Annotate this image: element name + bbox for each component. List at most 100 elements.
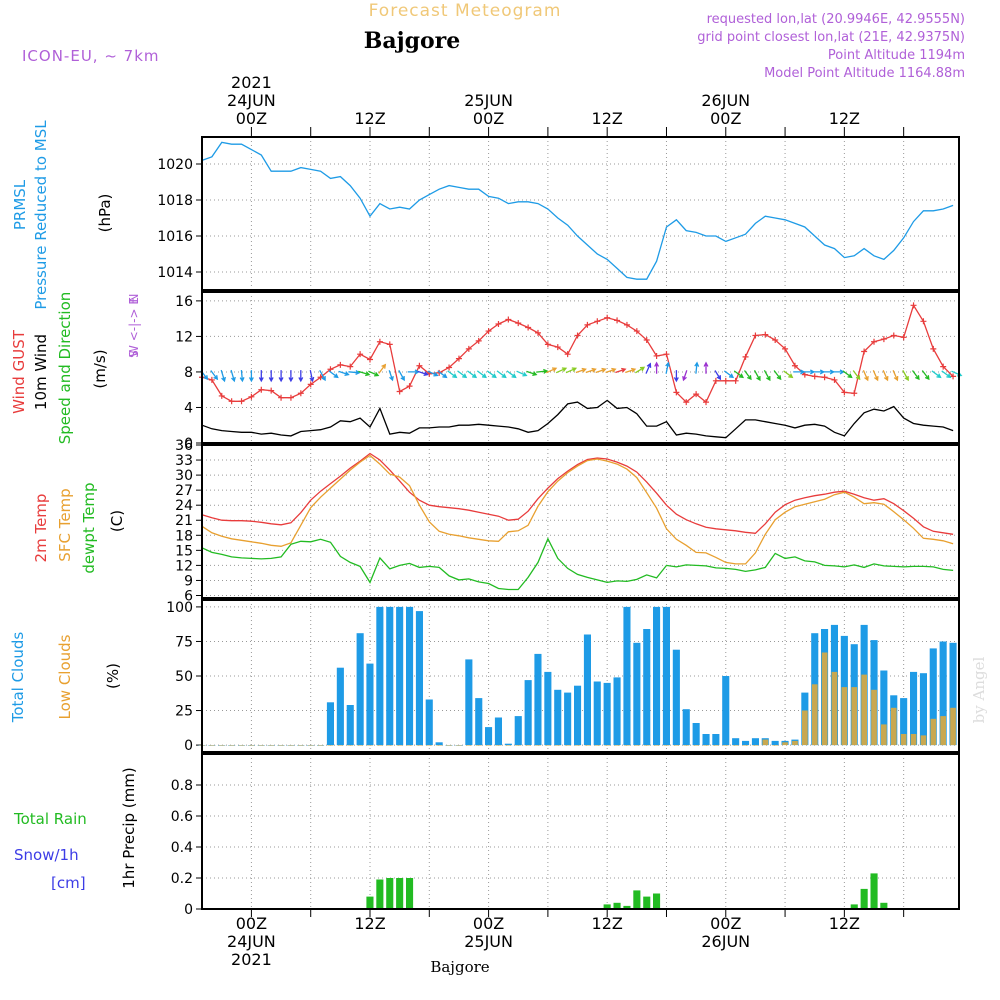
- gust-point-marker: [406, 383, 413, 390]
- time-label-bottom: 26JUN: [701, 932, 750, 951]
- y-tick-label: 1020: [157, 157, 193, 173]
- bar-low-clouds: [811, 684, 818, 746]
- gust-point-marker: [258, 386, 265, 393]
- gust-point-marker: [861, 348, 868, 355]
- label-10m-wind: 10m Wind: [32, 334, 50, 410]
- panel-frame: [201, 136, 960, 291]
- bar-low-clouds: [574, 745, 581, 746]
- gust-point-marker: [515, 320, 522, 327]
- bar-total-clouds: [494, 717, 502, 746]
- bar-total-clouds: [742, 740, 750, 745]
- bar-low-clouds: [298, 745, 304, 746]
- bar-total-clouds: [326, 702, 334, 746]
- gust-point-marker: [712, 377, 719, 384]
- bar-low-clouds: [317, 745, 324, 746]
- bar-low-clouds: [910, 734, 917, 746]
- bar-total-clouds: [504, 743, 512, 746]
- label-pressure-unit: (hPa): [96, 194, 114, 233]
- y-tick-label: 25: [175, 704, 193, 720]
- label-wind-unit: (m/s): [91, 349, 109, 388]
- gust-point-marker: [663, 351, 670, 358]
- y-tick-label: 75: [175, 634, 193, 650]
- bar-total-rain: [623, 905, 631, 909]
- time-label-top: 00Z: [236, 109, 267, 128]
- bar-low-clouds: [940, 716, 946, 746]
- bar-total-clouds: [514, 716, 522, 746]
- wind-direction-arrow: [348, 370, 361, 375]
- bar-total-clouds: [682, 709, 690, 746]
- gust-point-marker: [564, 351, 571, 358]
- gust-point-marker: [604, 314, 611, 321]
- wind-direction-arrow: [753, 369, 761, 382]
- bar-total-clouds: [702, 734, 710, 746]
- gust-point-marker: [376, 338, 383, 345]
- bar-total-clouds: [929, 648, 937, 746]
- y-tick-label: 4: [184, 400, 193, 416]
- wind-direction-arrow: [506, 370, 517, 379]
- wind-direction-arrow: [230, 369, 236, 383]
- bar-total-clouds: [465, 659, 473, 746]
- time-label-top: 24JUN: [227, 91, 276, 110]
- bar-low-clouds: [436, 745, 442, 746]
- bar-low-clouds: [713, 745, 719, 746]
- series-line-2m-temp: [201, 452, 954, 535]
- wind-direction-arrow: [665, 361, 671, 374]
- bar-low-clouds: [772, 745, 778, 746]
- wind-direction-arrow: [763, 369, 771, 382]
- bar-low-clouds: [515, 745, 522, 746]
- bar-total-clouds: [356, 633, 364, 746]
- time-label-top: 26JUN: [701, 91, 750, 110]
- bar-total-rain: [633, 890, 641, 909]
- gust-point-marker: [653, 352, 660, 359]
- bar-low-clouds: [327, 745, 334, 746]
- wind-direction-arrow: [248, 370, 254, 383]
- bar-low-clouds: [663, 745, 670, 746]
- bar-low-clouds: [831, 671, 838, 746]
- bar-total-rain: [366, 896, 374, 909]
- gust-point-marker: [791, 362, 798, 369]
- panel-background: [202, 754, 959, 909]
- wind-direction-arrow: [852, 370, 861, 381]
- bar-total-rain: [603, 904, 611, 909]
- y-tick-label: 16: [175, 294, 193, 310]
- series-line-sfc-temp: [201, 454, 954, 565]
- bar-low-clouds: [337, 745, 344, 746]
- bar-low-clouds: [218, 745, 225, 746]
- time-label-top: 12Z: [829, 109, 860, 128]
- bar-total-clouds: [396, 606, 404, 746]
- bar-total-rain: [643, 896, 651, 909]
- wind-direction-arrow: [682, 370, 688, 382]
- wind-direction-arrow: [437, 370, 448, 379]
- time-label-bottom: 00Z: [710, 914, 741, 933]
- wind-direction-arrow: [605, 367, 617, 374]
- gust-point-marker: [890, 332, 897, 339]
- y-tick-label: 0.2: [171, 871, 193, 887]
- panel-background: [202, 292, 959, 443]
- gust-point-marker: [831, 376, 838, 383]
- bar-total-clouds: [593, 681, 601, 746]
- wind-direction-arrow: [635, 366, 646, 374]
- gust-point-marker: [278, 394, 285, 401]
- gust-point-marker: [633, 328, 640, 335]
- bar-low-clouds: [821, 652, 828, 746]
- bar-total-clouds: [672, 649, 680, 745]
- panel-frame: [201, 444, 960, 599]
- gust-point-marker: [594, 318, 601, 325]
- compass-n: N: [127, 294, 141, 303]
- info-point-altitude: Point Altitude 1194m: [828, 48, 965, 63]
- wind-direction-arrow: [842, 370, 853, 379]
- wind-direction-arrow: [258, 370, 264, 383]
- y-tick-label: 6: [184, 588, 193, 604]
- wind-direction-arrow: [210, 370, 219, 381]
- bar-low-clouds: [248, 745, 255, 746]
- y-tick-label: 0: [184, 902, 193, 918]
- bar-total-rain: [613, 902, 621, 909]
- label-precip-unit: 1hr Precip (mm): [120, 767, 138, 888]
- model-label: ICON-EU, ~ 7km: [22, 47, 160, 65]
- wind-direction-arrow: [496, 370, 507, 379]
- label-precip-1: Snow/1h: [14, 846, 79, 864]
- wind-direction-arrow: [358, 370, 371, 377]
- wind-direction-arrow: [298, 370, 304, 383]
- gust-point-marker: [742, 353, 749, 360]
- wind-direction-arrow: [536, 368, 549, 374]
